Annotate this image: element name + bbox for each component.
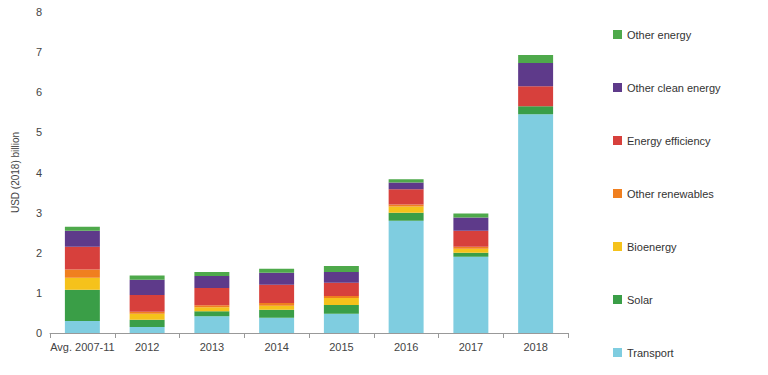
svg-text:Avg. 2007-11: Avg. 2007-11 xyxy=(50,341,114,353)
svg-text:3: 3 xyxy=(36,207,42,219)
svg-text:1: 1 xyxy=(36,287,42,299)
svg-text:Transport: Transport xyxy=(627,347,674,359)
svg-text:2016: 2016 xyxy=(394,341,418,353)
svg-text:0: 0 xyxy=(36,327,42,339)
svg-text:Energy efficiency: Energy efficiency xyxy=(627,135,711,147)
svg-text:2015: 2015 xyxy=(329,341,353,353)
svg-text:8: 8 xyxy=(36,6,42,18)
svg-text:6: 6 xyxy=(36,86,42,98)
svg-text:2014: 2014 xyxy=(264,341,288,353)
svg-text:2018: 2018 xyxy=(523,341,547,353)
svg-text:USD (2018) billion: USD (2018) billion xyxy=(10,132,21,213)
svg-text:2017: 2017 xyxy=(459,341,483,353)
svg-text:2: 2 xyxy=(36,247,42,259)
svg-text:Other clean energy: Other clean energy xyxy=(627,82,721,94)
svg-text:5: 5 xyxy=(36,126,42,138)
svg-text:Bioenergy: Bioenergy xyxy=(627,241,677,253)
svg-text:7: 7 xyxy=(36,46,42,58)
svg-text:Other renewables: Other renewables xyxy=(627,188,714,200)
svg-text:Solar: Solar xyxy=(627,294,653,306)
svg-text:4: 4 xyxy=(36,167,42,179)
svg-text:2013: 2013 xyxy=(200,341,224,353)
svg-text:Other energy: Other energy xyxy=(627,29,692,41)
svg-text:2012: 2012 xyxy=(135,341,159,353)
